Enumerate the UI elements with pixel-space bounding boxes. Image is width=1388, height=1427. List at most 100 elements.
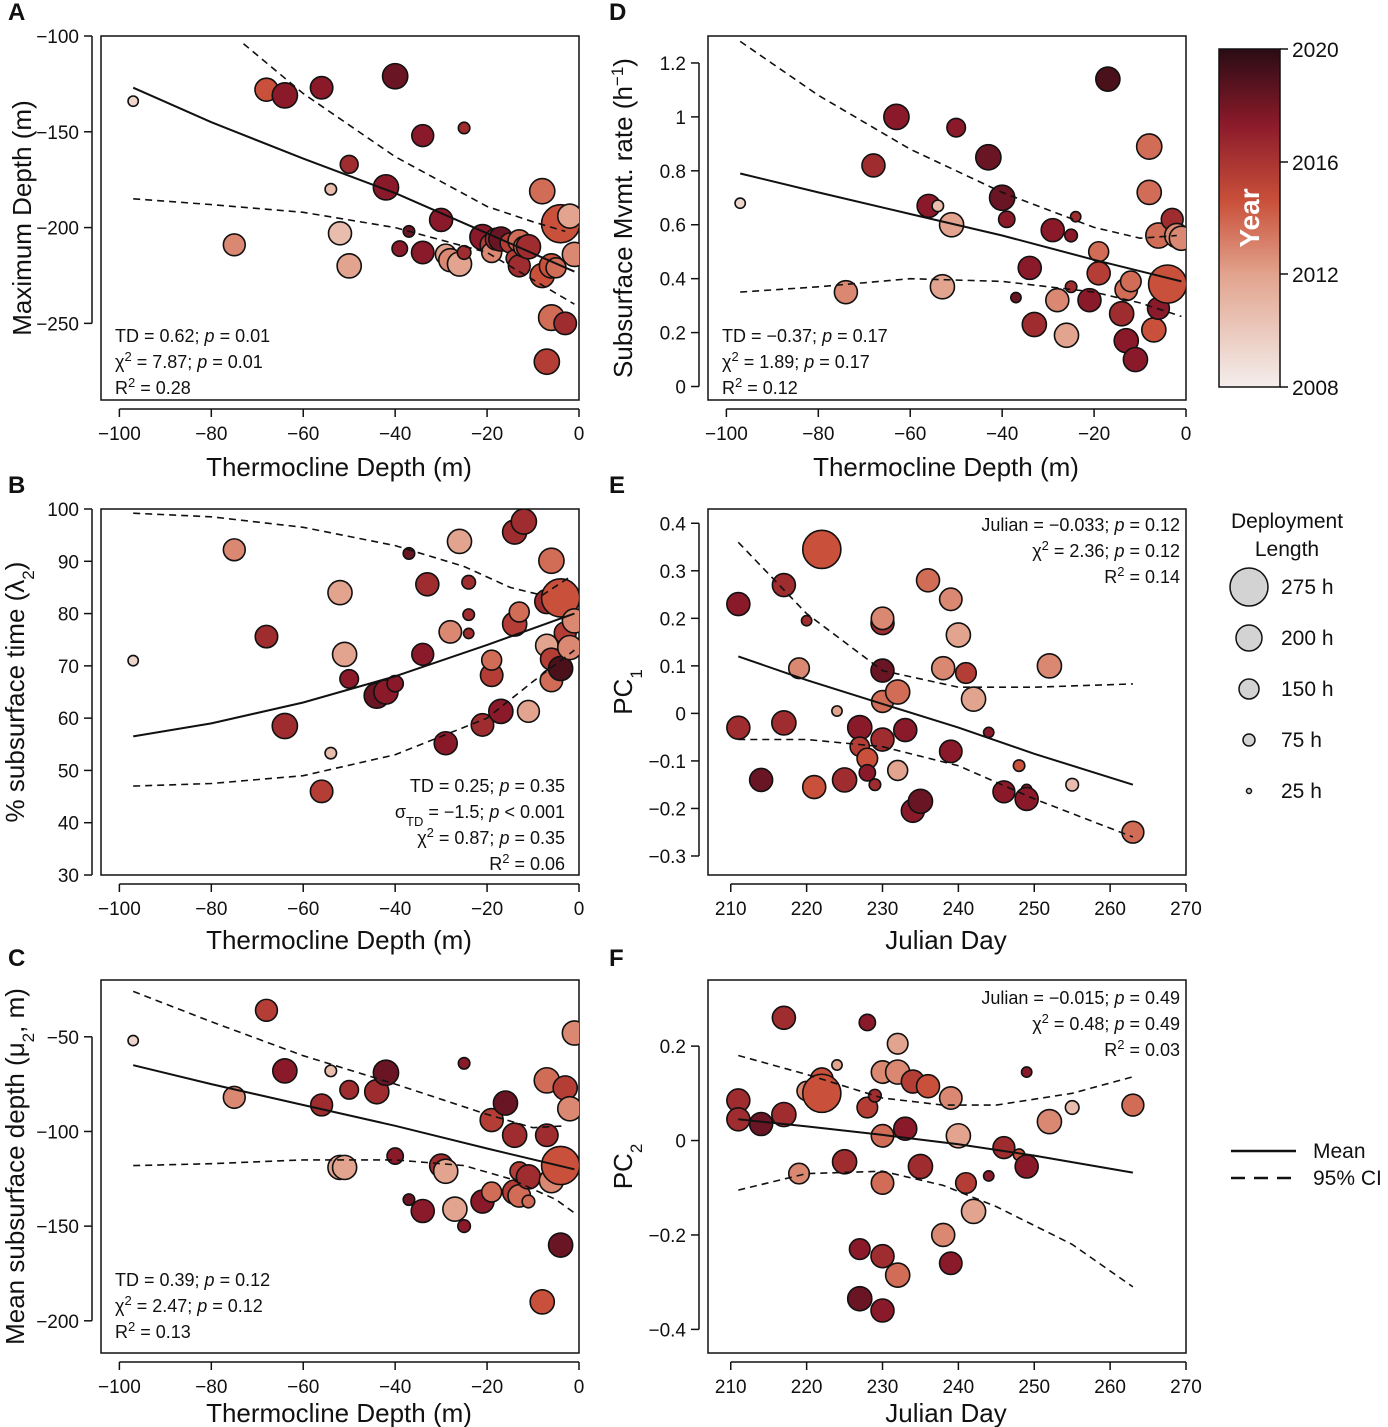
mean-line xyxy=(132,86,575,273)
data-point xyxy=(1065,777,1080,792)
data-point xyxy=(556,203,579,229)
stats-text: R2 = 0.12 xyxy=(722,375,798,399)
data-point xyxy=(1140,317,1167,343)
data-point xyxy=(446,528,473,555)
x-tick-label: −20 xyxy=(471,424,503,445)
plot-frame xyxy=(707,35,1187,401)
data-point xyxy=(386,1147,405,1166)
x-tick-label: 220 xyxy=(791,1377,823,1398)
x-axis-title: Thermocline Depth (m) xyxy=(813,452,1079,482)
data-point xyxy=(945,622,972,648)
data-point xyxy=(1077,287,1102,313)
data-point xyxy=(501,1122,528,1149)
plot-frame xyxy=(100,508,580,876)
stats-text: χ2 = 7.87; p = 0.01 xyxy=(115,349,263,373)
y-tick-label: 50 xyxy=(58,761,79,782)
data-point xyxy=(787,1162,811,1185)
data-point xyxy=(831,767,858,793)
y-tick-label: 0.2 xyxy=(660,324,686,345)
panel-e: E 210 220 230 240 250 260 270 −0.3 −0.2 −0.1 0 0.1 0.… xyxy=(608,472,1202,955)
data-point xyxy=(831,705,843,717)
y-tick-label: −100 xyxy=(36,1122,79,1143)
data-point xyxy=(870,1298,895,1323)
panel-b: B −100 −80 −60 −40 −20 0 30 40 50 60 70 80 90 100 Therm… xyxy=(0,472,584,955)
data-point xyxy=(456,244,472,261)
data-point xyxy=(415,571,440,597)
data-point xyxy=(561,241,579,268)
data-point xyxy=(462,627,475,640)
data-point xyxy=(480,649,503,671)
deployment-size-marker xyxy=(1245,787,1253,795)
data-point xyxy=(1020,1066,1033,1079)
y-tick-label: 0.8 xyxy=(660,162,686,183)
ci-lower-line xyxy=(133,198,575,305)
y-tick-label: 0 xyxy=(675,1132,686,1153)
data-point xyxy=(533,348,561,376)
data-point xyxy=(127,654,140,667)
y-tick-label: 0.1 xyxy=(660,657,686,678)
data-point xyxy=(915,567,941,593)
data-point xyxy=(410,1198,436,1224)
data-point xyxy=(1121,1093,1145,1117)
data-point xyxy=(461,574,477,590)
line-legend: Mean 95% CI xyxy=(1231,1140,1382,1190)
data-point xyxy=(381,62,409,90)
data-point xyxy=(1053,322,1080,349)
year-tick-label: 2008 xyxy=(1292,377,1339,400)
data-point xyxy=(960,686,987,712)
data-point xyxy=(884,679,911,705)
data-point xyxy=(391,240,409,258)
data-point xyxy=(883,103,910,131)
data-point xyxy=(457,121,471,135)
data-point xyxy=(954,661,978,685)
data-point xyxy=(1045,287,1070,313)
x-tick-label: −80 xyxy=(195,424,227,445)
y-tick-label: 1 xyxy=(675,108,686,129)
ci-lower-line xyxy=(133,1159,575,1214)
y-tick-label: 80 xyxy=(58,605,79,626)
data-point xyxy=(339,668,360,690)
x-tick-label: −80 xyxy=(195,899,227,920)
stats-text: Julian = −0.015; p = 0.49 xyxy=(981,988,1180,1008)
data-point xyxy=(974,143,1002,171)
data-point xyxy=(867,1088,883,1103)
y-tick-label: −0.4 xyxy=(648,1320,686,1341)
mean-line xyxy=(739,172,1182,283)
panel-d: D −100 −80 −60 −40 −20 0 0 0.2 0.4 0.6 0.8 1 1.2 Therm… xyxy=(608,0,1192,482)
x-tick-label: −60 xyxy=(287,1377,319,1398)
data-point xyxy=(929,273,956,300)
x-tick-label: 250 xyxy=(1018,899,1050,920)
data-point xyxy=(222,1085,246,1110)
y-tick-label: 0 xyxy=(675,378,686,399)
x-tick-label: 0 xyxy=(574,1377,585,1398)
data-point xyxy=(428,207,454,233)
data-point xyxy=(331,1154,358,1181)
y-axis-title: Maximum Depth (m) xyxy=(7,100,37,335)
y-tick-label: −0.2 xyxy=(648,799,686,820)
panel-label: F xyxy=(609,945,624,972)
x-tick-label: −20 xyxy=(471,899,503,920)
data-point xyxy=(726,715,751,740)
data-point xyxy=(771,1101,797,1128)
x-tick-label: −60 xyxy=(287,424,319,445)
data-point xyxy=(271,81,299,109)
data-point xyxy=(861,153,886,178)
x-tick-label: −60 xyxy=(894,424,926,445)
data-point xyxy=(892,1116,918,1142)
ci-upper-line xyxy=(242,43,566,233)
data-point xyxy=(372,1059,400,1087)
data-point xyxy=(254,624,279,649)
data-point xyxy=(801,529,842,570)
ci-lower-line xyxy=(740,277,1182,318)
data-point xyxy=(456,1219,472,1234)
data-point xyxy=(992,1135,1016,1160)
data-point xyxy=(309,779,334,804)
data-point xyxy=(982,1170,995,1182)
data-point xyxy=(222,233,246,257)
data-point xyxy=(886,759,909,782)
y-tick-label: 40 xyxy=(58,814,79,835)
x-tick-label: −40 xyxy=(379,1377,411,1398)
data-point xyxy=(515,1164,542,1190)
data-point xyxy=(831,1059,843,1071)
stats-text: σTD = −1.5; p < 0.001 xyxy=(395,802,565,829)
